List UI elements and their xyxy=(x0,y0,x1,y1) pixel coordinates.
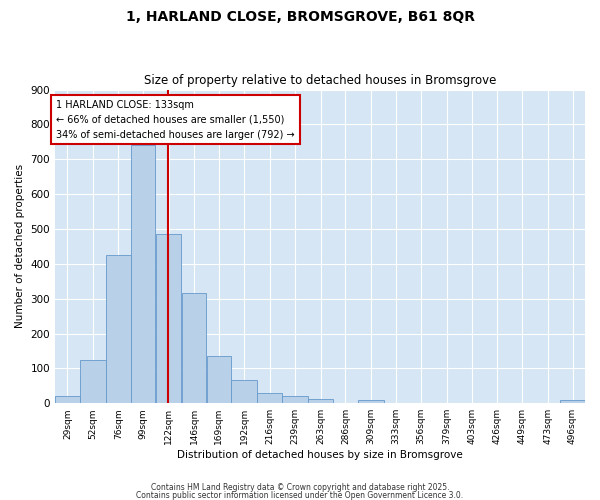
Bar xyxy=(283,396,308,403)
Bar xyxy=(206,356,231,403)
Bar xyxy=(131,146,155,403)
Bar xyxy=(55,396,80,403)
Bar xyxy=(308,399,333,403)
Y-axis label: Number of detached properties: Number of detached properties xyxy=(15,164,25,328)
Text: Contains HM Land Registry data © Crown copyright and database right 2025.: Contains HM Land Registry data © Crown c… xyxy=(151,484,449,492)
Text: Contains public sector information licensed under the Open Government Licence 3.: Contains public sector information licen… xyxy=(136,490,464,500)
Bar xyxy=(257,393,282,403)
Bar xyxy=(80,360,106,403)
Bar xyxy=(232,380,257,403)
Bar xyxy=(358,400,383,403)
X-axis label: Distribution of detached houses by size in Bromsgrove: Distribution of detached houses by size … xyxy=(177,450,463,460)
Bar xyxy=(182,294,206,403)
Title: Size of property relative to detached houses in Bromsgrove: Size of property relative to detached ho… xyxy=(144,74,496,87)
Text: 1 HARLAND CLOSE: 133sqm
← 66% of detached houses are smaller (1,550)
34% of semi: 1 HARLAND CLOSE: 133sqm ← 66% of detache… xyxy=(56,100,295,140)
Text: 1, HARLAND CLOSE, BROMSGROVE, B61 8QR: 1, HARLAND CLOSE, BROMSGROVE, B61 8QR xyxy=(125,10,475,24)
Bar xyxy=(156,234,181,403)
Bar xyxy=(106,255,131,403)
Bar xyxy=(560,400,585,403)
